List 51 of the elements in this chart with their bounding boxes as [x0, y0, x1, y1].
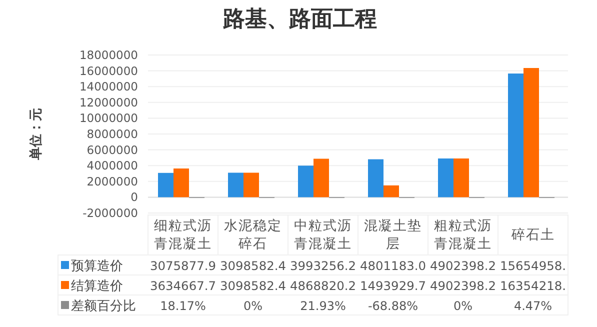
bar	[174, 168, 189, 198]
x-tick-label: 粗粒式沥青混凝土	[434, 218, 492, 252]
y-tick-label: 10000000	[79, 111, 138, 126]
data-label: -68.88%	[368, 299, 418, 313]
x-tick-label: 水泥稳定碎石	[224, 218, 282, 252]
bar	[384, 185, 399, 198]
data-label: 18.17%	[160, 299, 206, 313]
bar	[508, 74, 524, 198]
x-tick-label: 细粒式沥青混凝土	[154, 218, 212, 252]
bar	[438, 158, 454, 198]
data-label: 3634667.7	[150, 279, 216, 293]
y-tick-label: 2000000	[86, 174, 138, 188]
legend-label: 结算造价	[71, 279, 123, 294]
bar	[454, 158, 469, 198]
x-tick-label: 中粒式沥青混凝土	[294, 218, 352, 252]
data-label: 21.93%	[300, 299, 346, 313]
y-tick-label: 4000000	[86, 158, 138, 173]
legend-label: 预算造价	[71, 259, 123, 274]
bar	[158, 172, 174, 198]
y-tick-label: 14000000	[79, 80, 138, 94]
y-axis-title: 单位：元	[28, 108, 44, 161]
data-label: 4902398.2	[430, 259, 496, 273]
y-tick-label: 0	[130, 190, 138, 204]
bar	[314, 158, 329, 198]
y-tick-label: -2000000	[82, 206, 138, 220]
data-label: 0%	[243, 299, 263, 313]
bar	[228, 172, 244, 198]
y-tick-label: 16000000	[79, 64, 138, 78]
data-label: 0%	[453, 299, 473, 313]
data-label: 4868820.2	[290, 279, 356, 293]
bar	[368, 159, 384, 198]
y-tick-label: 6000000	[86, 142, 138, 157]
data-label: 16354218.	[500, 279, 566, 293]
data-label: 3075877.9	[150, 259, 216, 273]
x-tick-label: 碎石土	[510, 227, 555, 243]
data-label: 1493929.7	[360, 279, 426, 293]
data-label: 4902398.2	[430, 279, 496, 293]
title: 路基、路面工程	[223, 7, 377, 32]
data-label: 15654958.	[500, 259, 566, 273]
data-label: 4801183.0	[360, 259, 426, 273]
y-tick-label: 18000000	[79, 48, 138, 62]
data-label: 4.47%	[514, 299, 552, 313]
y-tick-label: 12000000	[79, 95, 138, 110]
data-label: 3993256.2	[290, 259, 356, 273]
y-tick-label: 8000000	[86, 127, 138, 141]
data-label: 3098582.4	[220, 279, 286, 293]
data-label: 3098582.4	[220, 259, 286, 273]
x-tick-label: 混凝土垫层	[364, 218, 422, 252]
bar	[298, 166, 314, 198]
bar	[244, 172, 259, 198]
bar	[524, 68, 539, 198]
